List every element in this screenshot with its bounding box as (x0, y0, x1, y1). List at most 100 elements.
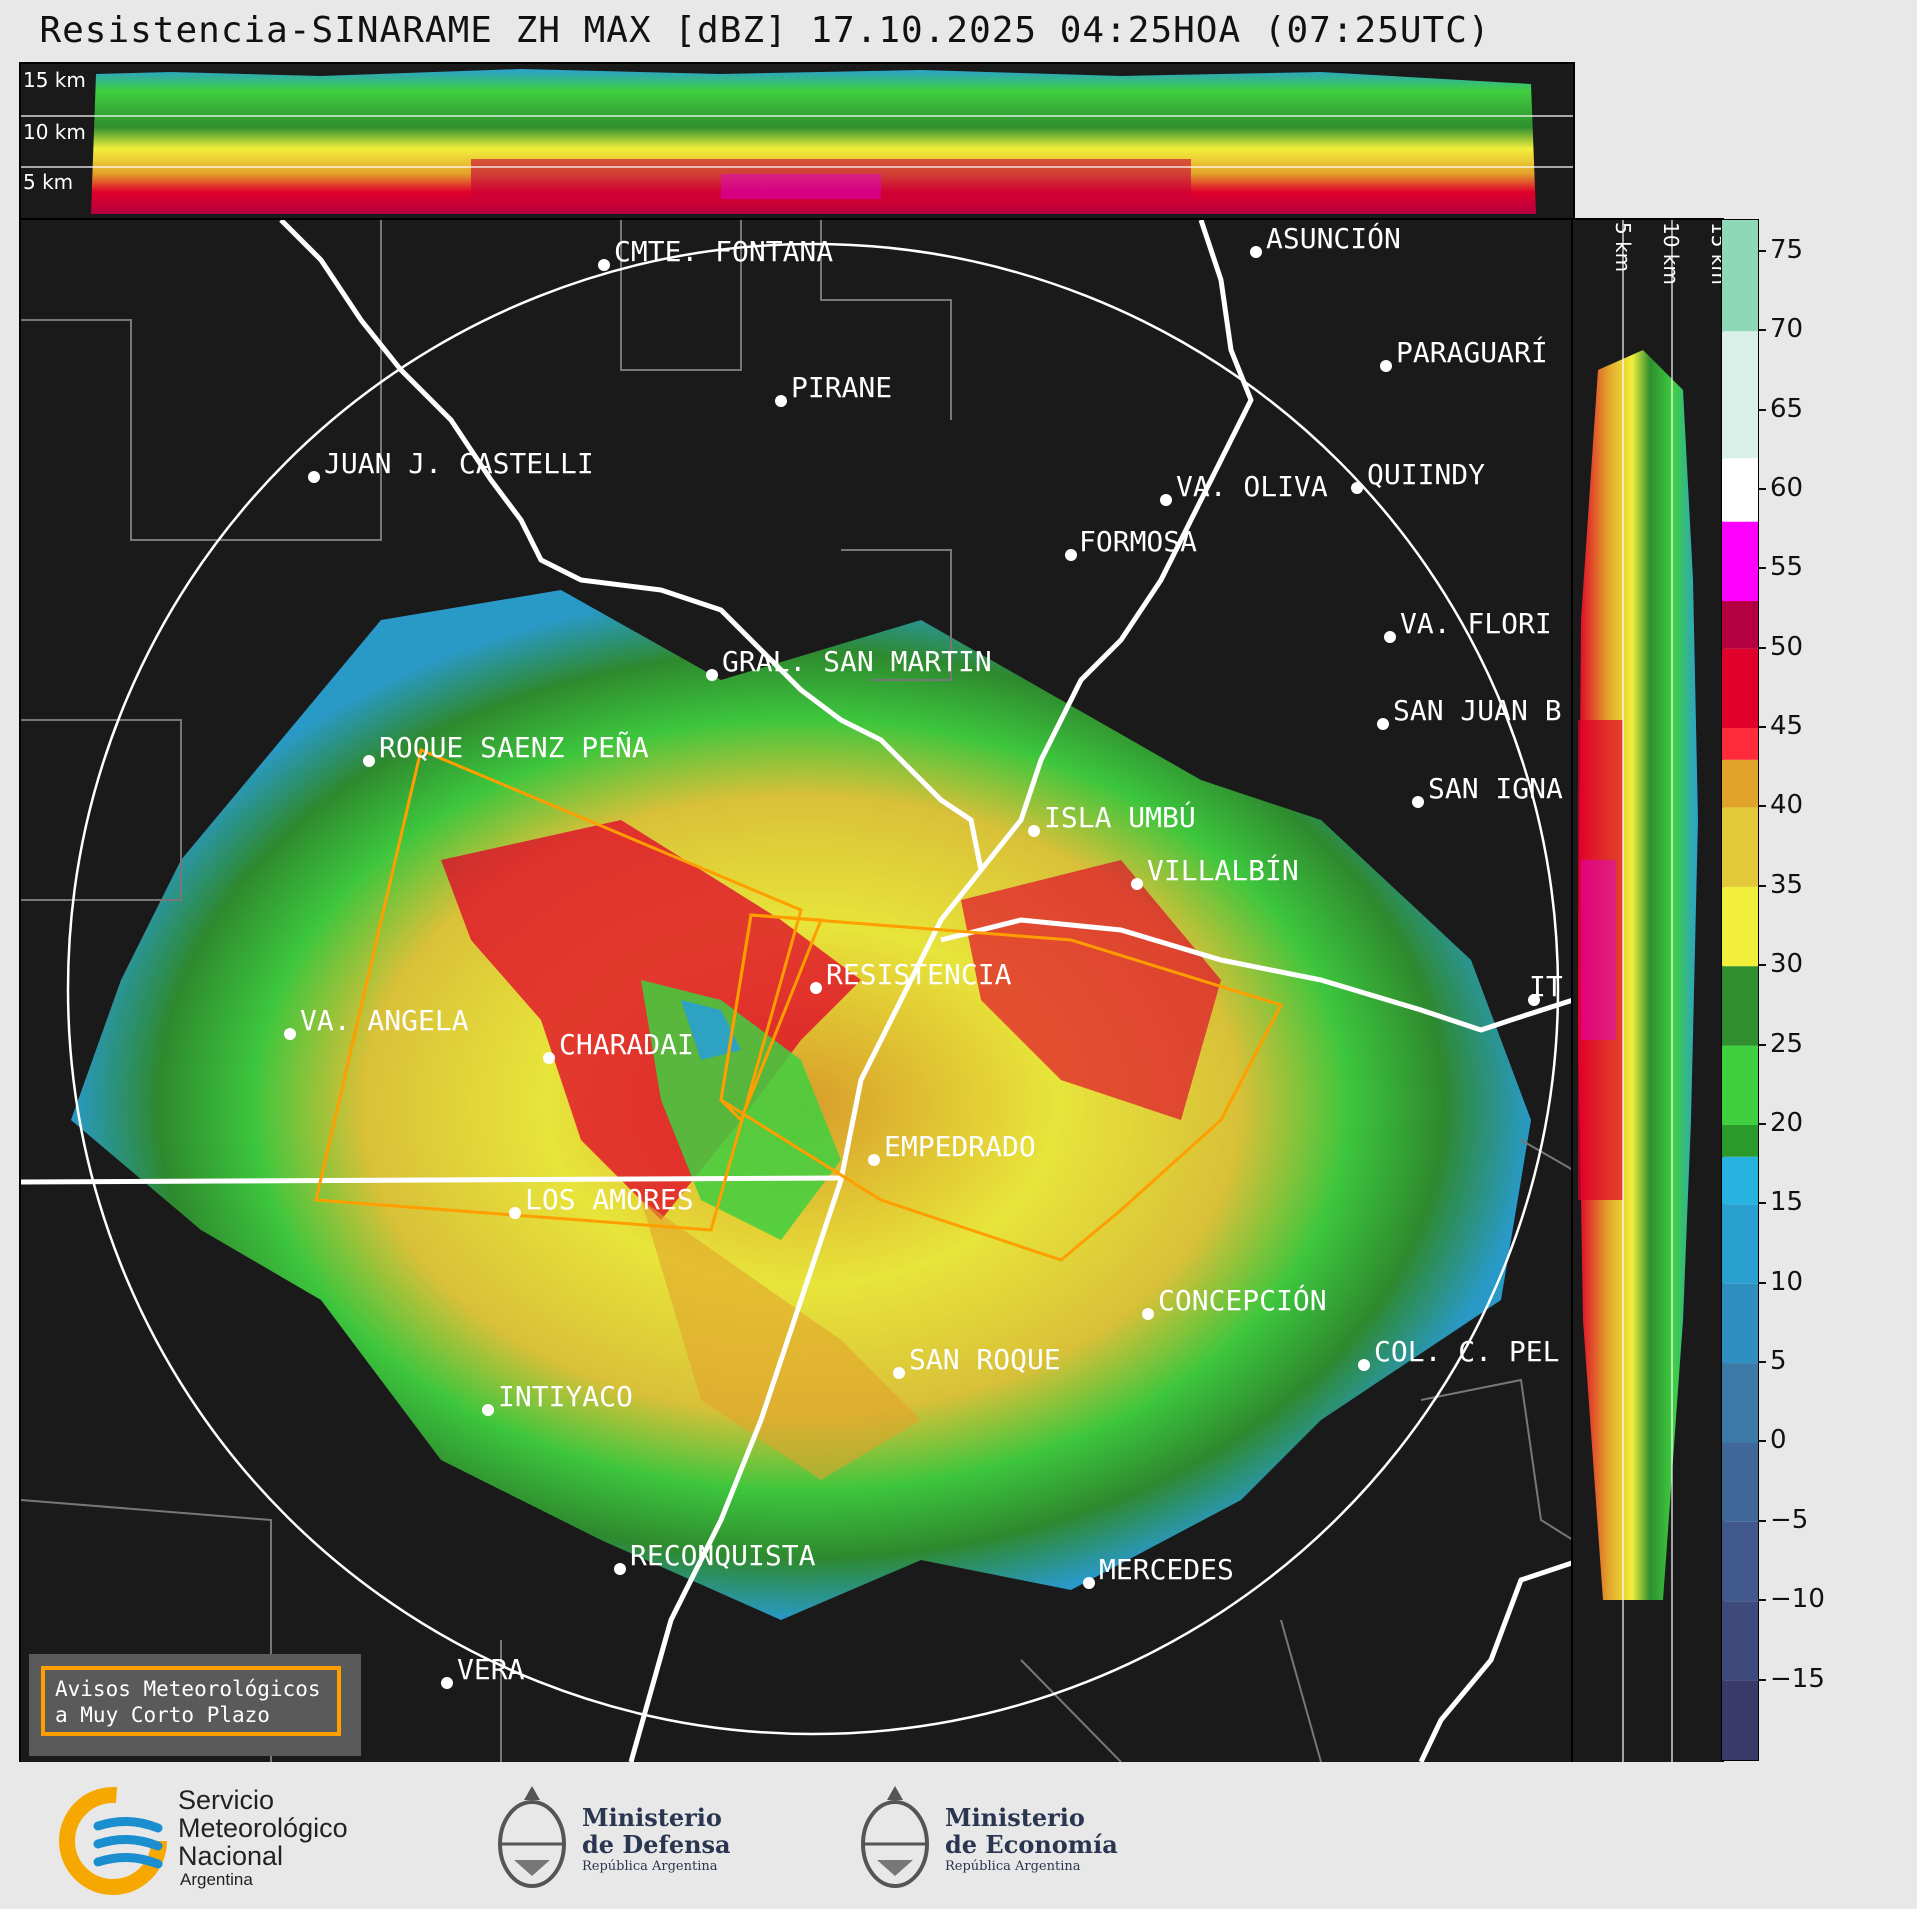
colorbar-band (1722, 1283, 1758, 1364)
city-marker (1412, 796, 1424, 808)
colorbar-tick-mark (1758, 964, 1766, 967)
city-label: EMPEDRADO (884, 1130, 1036, 1163)
warning-polygon-3 (719, 913, 824, 1123)
city-label: JUAN J. CASTELLI (324, 447, 594, 480)
economia-line3: República Argentina (945, 1859, 1081, 1874)
colorbar-tick-mark (1758, 646, 1766, 649)
colorbar-tick-label: 0 (1770, 1425, 1787, 1456)
warnings-legend-box[interactable]: Avisos Meteorológicos a Muy Corto Plazo (29, 1654, 361, 1756)
colorbar-band (1722, 1442, 1758, 1522)
colorbar-tick-label: 65 (1770, 393, 1804, 424)
colorbar-band (1722, 759, 1758, 808)
city-label: SAN IGNA (1428, 772, 1563, 805)
colorbar-tick-mark (1758, 726, 1766, 729)
city-label: PARAGUARÍ (1396, 336, 1548, 369)
colorbar-band (1722, 1124, 1758, 1157)
city-marker (441, 1677, 453, 1689)
city-label: VA. ANGELA (300, 1004, 469, 1037)
colorbar-band (1722, 601, 1758, 649)
city-label: PIRANE (791, 371, 893, 404)
city-label: CHARADAI (559, 1028, 694, 1061)
smn-line4: Argentina (180, 1870, 253, 1889)
colorbar-band (1722, 521, 1758, 602)
city-marker (1131, 878, 1143, 890)
side-cross-section-panel: 5 km 10 km 15 km (1571, 218, 1724, 1764)
colorbar-band (1722, 728, 1758, 760)
smn-line2: Meteorológico (178, 1813, 348, 1843)
colorbar-tick-label: 60 (1770, 472, 1804, 503)
top-cross-section-echo (21, 69, 1573, 214)
city-marker (1384, 631, 1396, 643)
colorbar-band (1722, 1156, 1758, 1205)
city-marker (598, 259, 610, 271)
chart-title: Resistencia-SINARAME ZH MAX [dBZ] 17.10.… (39, 10, 1491, 51)
economia-line2: de Economía (945, 1830, 1118, 1859)
city-label: COL. C. PEL (1374, 1335, 1560, 1368)
top-alt-label-5: 5 km (23, 170, 74, 194)
colorbar-tick-mark (1758, 329, 1766, 332)
colorbar-tick-mark (1758, 1678, 1766, 1681)
colorbar-tick-label: −15 (1770, 1663, 1825, 1694)
city-marker (1028, 825, 1040, 837)
colorbar-tick-label: 15 (1770, 1187, 1804, 1218)
colorbar-tick-mark (1758, 1440, 1766, 1443)
smn-line1: Servicio (178, 1785, 275, 1815)
colorbar-tick-mark (1758, 249, 1766, 252)
footer: Servicio Meteorológico Nacional Argentin… (0, 1762, 1917, 1909)
city-marker (1380, 360, 1392, 372)
side-alt-label-5: 5 km (1611, 222, 1635, 273)
colorbar-tick-label: 40 (1770, 790, 1804, 821)
defensa-line3: República Argentina (582, 1859, 718, 1874)
city-label: LOS AMORES (525, 1183, 694, 1216)
defensa-coat-of-arms-icon (498, 1786, 566, 1888)
city-marker (893, 1367, 905, 1379)
colorbar-band (1722, 886, 1758, 967)
colorbar-tick-label: 55 (1770, 552, 1804, 583)
colorbar-band (1722, 1363, 1758, 1443)
city-marker (1250, 246, 1262, 258)
city-marker (868, 1154, 880, 1166)
colorbar-tick-mark (1758, 1122, 1766, 1125)
city-label: SAN ROQUE (909, 1343, 1061, 1376)
city-marker (1377, 718, 1389, 730)
colorbar-band (1722, 1204, 1758, 1284)
city-label: RESISTENCIA (826, 958, 1012, 991)
city-marker (509, 1207, 521, 1219)
colorbar-tick-label: 30 (1770, 949, 1804, 980)
colorbar-band (1722, 966, 1758, 1046)
top-cross-section-panel: 15 km 10 km 5 km (19, 62, 1575, 220)
colorbar-tick-label: 25 (1770, 1028, 1804, 1059)
city-label: RECONQUISTA (630, 1539, 816, 1572)
colorbar-band (1722, 1680, 1758, 1760)
colorbar-tick-mark (1758, 487, 1766, 490)
city-label: SAN JUAN B (1393, 694, 1562, 727)
city-label: VA. FLORI (1400, 607, 1552, 640)
colorbar-tick-mark (1758, 1361, 1766, 1364)
colorbar-band (1722, 648, 1758, 729)
colorbar-band (1722, 1521, 1758, 1602)
colorbar-band (1722, 458, 1758, 522)
city-marker (1528, 994, 1540, 1006)
city-label: CMTE. FONTANA (614, 235, 834, 268)
city-label: MERCEDES (1099, 1553, 1234, 1586)
city-label: VERA (457, 1653, 525, 1686)
city-label: VILLALBÍN (1147, 854, 1299, 887)
colorbar-tick-label: 20 (1770, 1107, 1804, 1138)
radar-map-panel: CMTE. FONTANA ASUNCIÓN PARAGUARÍ PIRANE JUAN… (19, 218, 1575, 1764)
colorbar-tick-label: −5 (1770, 1504, 1809, 1535)
economia-line1: Ministerio (945, 1803, 1085, 1832)
colorbar-tick-label: 35 (1770, 869, 1804, 900)
city-marker (614, 1563, 626, 1575)
city-label: IT (1529, 970, 1563, 1003)
warnings-legend-frame: Avisos Meteorológicos a Muy Corto Plazo (41, 1666, 341, 1736)
city-marker (1142, 1308, 1154, 1320)
warning-polygon-1 (314, 747, 803, 1232)
colorbar-tick-label: 70 (1770, 314, 1804, 345)
defensa-line1: Ministerio (582, 1803, 722, 1832)
city-marker (1065, 549, 1077, 561)
warning-polygon-2 (719, 913, 1284, 1262)
colorbar-tick-mark (1758, 1599, 1766, 1602)
defensa-logo-text: Ministerio de Defensa República Argentin… (582, 1804, 731, 1876)
colorbar-tick-label: 10 (1770, 1266, 1804, 1297)
colorbar-tick-mark (1758, 1281, 1766, 1284)
